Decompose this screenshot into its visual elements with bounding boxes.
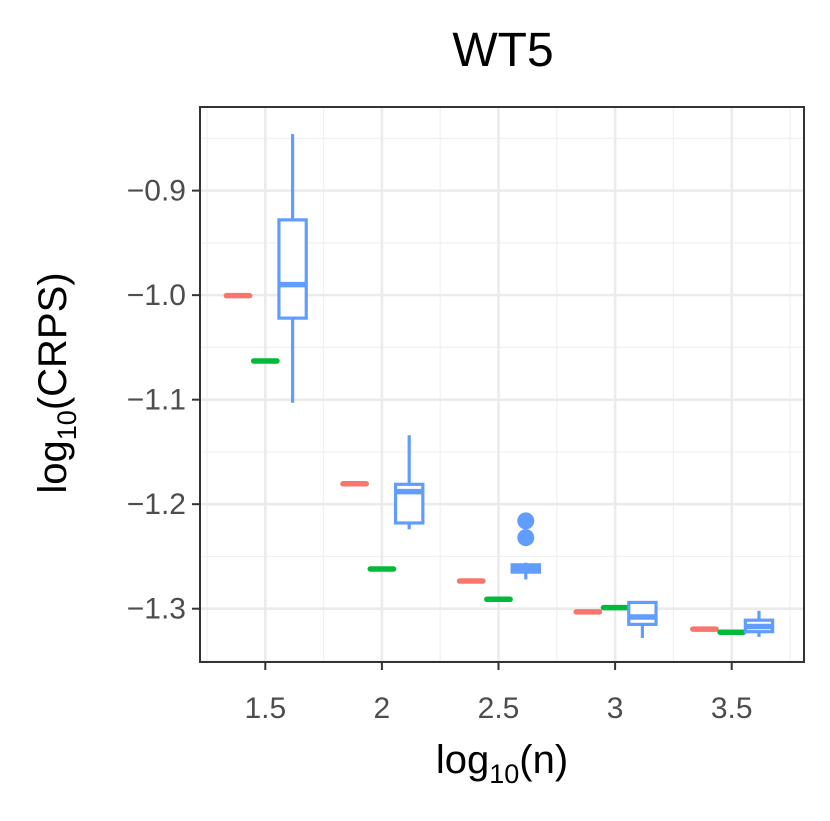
- x-tick-label: 3.5: [711, 692, 753, 725]
- y-tick-label: −1.0: [127, 279, 186, 312]
- y-tick-label: −0.9: [127, 175, 186, 208]
- box-body-blue: [627, 600, 658, 626]
- x-tick-label: 2: [374, 692, 391, 725]
- outlier-point-blue: [517, 529, 535, 547]
- box-group-blue: [627, 600, 658, 638]
- y-axis-title-rest: (CRPS): [31, 272, 75, 410]
- y-tick-label: −1.1: [127, 384, 186, 417]
- plot-marks: [223, 134, 775, 638]
- x-tick-label: 2.5: [478, 692, 520, 725]
- box-body-blue: [277, 218, 308, 320]
- tick-labels: 1.5 2 2.5 3 3.5 −0.9 −1.0 −1.1 −1.2 −1.3: [127, 175, 753, 725]
- x-axis-title-subscript: 10: [489, 759, 519, 789]
- outlier-point-blue: [517, 512, 535, 530]
- x-axis-title-rest: (n): [519, 738, 568, 782]
- x-tick-label: 3: [607, 692, 624, 725]
- panel-border: [199, 106, 805, 663]
- x-axis-title: log10(n): [436, 738, 568, 789]
- y-axis-title-base: log: [31, 440, 75, 493]
- y-axis-title-subscript: 10: [52, 410, 82, 440]
- axis-ticks: [192, 189, 733, 670]
- box-group-blue: [510, 512, 542, 580]
- box-group-blue: [743, 610, 775, 637]
- y-axis-title: log10(CRPS): [31, 272, 82, 493]
- y-tick-label: −1.3: [127, 593, 186, 626]
- x-tick-label: 1.5: [244, 692, 286, 725]
- x-axis-title-base: log: [436, 738, 489, 782]
- box-group-blue: [393, 435, 425, 530]
- box-group-blue: [277, 134, 308, 403]
- chart-title: WT5: [452, 24, 553, 77]
- y-tick-label: −1.2: [127, 488, 186, 521]
